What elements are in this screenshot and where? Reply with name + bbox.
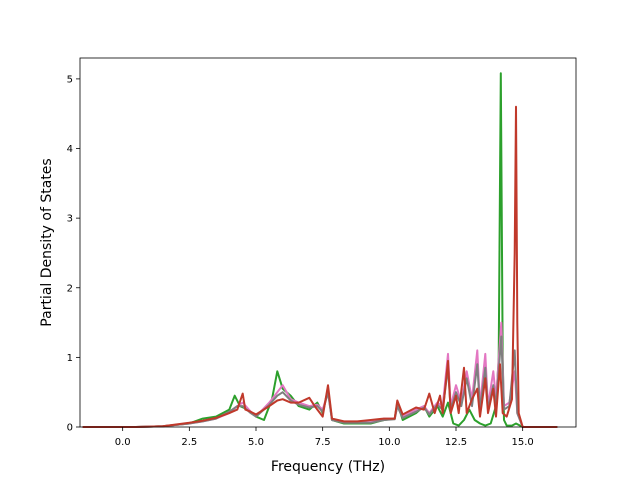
y-tick-label: 5: [67, 74, 73, 85]
x-axis-label: Frequency (THz): [271, 459, 385, 475]
y-tick-label: 1: [67, 353, 73, 364]
x-tick-label: 2.5: [181, 437, 197, 448]
x-tick-label: 12.5: [445, 437, 467, 448]
y-axis-label: Partial Density of States: [39, 158, 55, 326]
x-axis-ticks: 0.0 2.5 5.0 7.5 10.0 12.5 15.0: [115, 427, 534, 448]
x-tick-label: 5.0: [248, 437, 264, 448]
x-tick-label: 15.0: [512, 437, 534, 448]
x-tick-label: 0.0: [115, 437, 131, 448]
y-tick-label: 0: [67, 423, 73, 434]
x-tick-label: 7.5: [315, 437, 331, 448]
y-tick-label: 4: [67, 144, 73, 155]
plot-area: [80, 58, 576, 427]
series-line-4: [82, 105, 558, 428]
y-tick-label: 2: [67, 283, 73, 294]
y-tick-label: 3: [67, 214, 73, 225]
series-layer: [82, 72, 558, 428]
y-axis-ticks: 0 1 2 3 4 5: [67, 74, 80, 434]
x-tick-label: 10.0: [378, 437, 400, 448]
axes-frame: [79, 57, 577, 428]
